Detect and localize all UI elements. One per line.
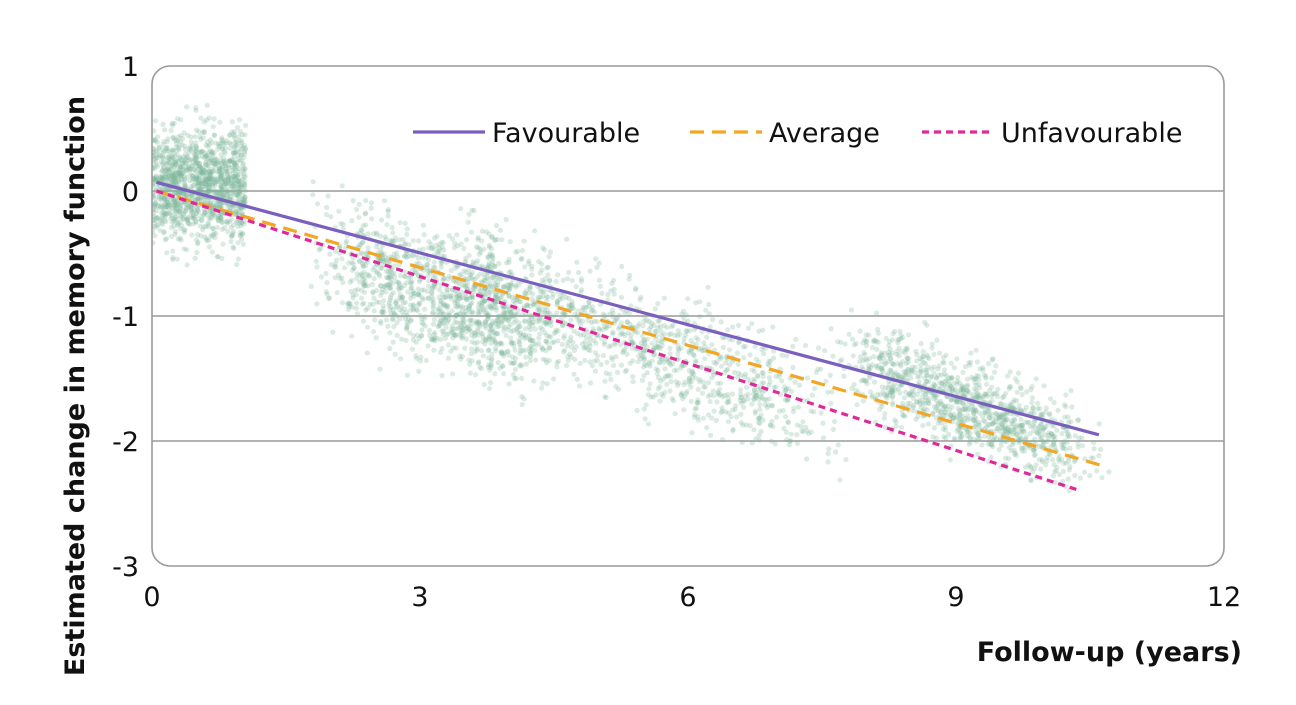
scatter-cluster [424,206,849,483]
scatter-points [152,102,1112,494]
legend-item: Unfavourable [922,118,1182,149]
x-tick-label: 6 [679,582,696,613]
legend-item: Favourable [413,118,640,149]
scatter-cluster [815,307,1112,494]
plot-frame [151,65,1225,567]
series-lines [156,180,1104,493]
gridlines [152,190,1224,442]
x-tick-label: 9 [947,582,964,613]
y-tick-label: -3 [112,552,139,583]
series-line-unfavourable [156,189,1082,493]
scatter-cluster [308,179,580,408]
y-tick-label: -1 [112,302,139,333]
y-tick-label: 0 [122,177,139,208]
series-line-average [156,189,1104,468]
legend-item: Average [690,118,880,149]
y-axis-title: Estimated change in memory function [60,96,91,676]
y-tick-label: 1 [122,52,139,83]
y-tick-labels: 1 0 -1 -2 -3 [112,52,139,583]
x-tick-label: 12 [1207,582,1241,613]
legend-label: Favourable [492,118,640,149]
series-line-favourable [156,180,1100,437]
x-tick-labels: 0 3 6 9 12 [143,582,1241,613]
legend: Favourable Average Unfavourable [413,118,1182,149]
x-axis-title: Follow-up (years) [977,637,1242,668]
legend-label: Unfavourable [1001,118,1182,149]
x-tick-label: 0 [143,582,160,613]
legend-label: Average [769,118,880,149]
x-tick-label: 3 [411,582,428,613]
y-tick-label: -2 [112,427,139,458]
scatter-cluster [152,102,249,268]
